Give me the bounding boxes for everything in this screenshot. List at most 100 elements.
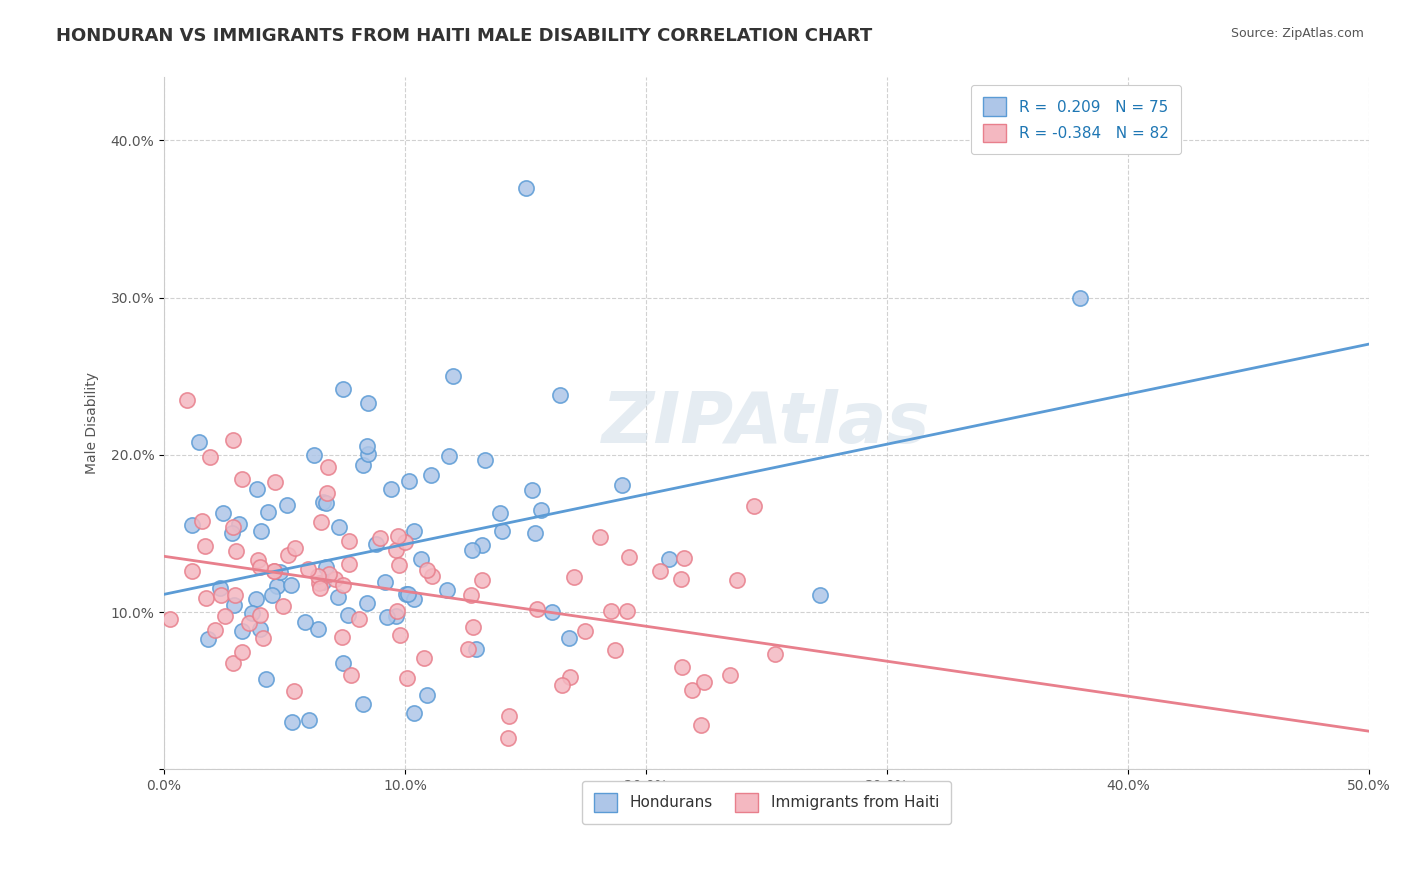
Point xyxy=(441,369,464,384)
Point xyxy=(352,697,374,711)
Point xyxy=(294,615,316,630)
Point xyxy=(194,540,217,554)
Point xyxy=(283,684,305,698)
Point xyxy=(744,499,766,513)
Point xyxy=(332,382,354,396)
Point xyxy=(541,605,564,619)
Point xyxy=(256,505,278,519)
Point xyxy=(273,599,295,613)
Point xyxy=(330,630,353,644)
Point xyxy=(247,553,270,567)
Point xyxy=(658,552,681,566)
Point xyxy=(209,589,232,603)
Point xyxy=(312,574,335,589)
Point xyxy=(515,180,537,194)
Point xyxy=(671,660,693,674)
Point xyxy=(309,581,332,595)
Point xyxy=(191,514,214,528)
Text: HONDURAN VS IMMIGRANTS FROM HAITI MALE DISABILITY CORRELATION CHART: HONDURAN VS IMMIGRANTS FROM HAITI MALE D… xyxy=(56,27,873,45)
Point xyxy=(208,581,231,595)
Point xyxy=(326,590,349,604)
Point xyxy=(228,517,250,532)
Point xyxy=(460,589,482,603)
Point xyxy=(249,559,271,574)
Point xyxy=(347,612,370,626)
Point xyxy=(690,718,713,732)
Point xyxy=(356,439,378,453)
Point xyxy=(669,572,692,586)
Point xyxy=(262,588,284,602)
Point xyxy=(420,568,443,582)
Point xyxy=(763,648,786,662)
Point xyxy=(224,588,246,602)
Point xyxy=(252,631,274,645)
Point xyxy=(551,678,574,692)
Point xyxy=(619,549,641,564)
Point xyxy=(276,499,298,513)
Point xyxy=(221,526,243,541)
Point xyxy=(387,604,409,618)
Point xyxy=(204,624,226,638)
Point xyxy=(318,567,340,582)
Point xyxy=(612,478,634,492)
Point xyxy=(222,598,245,612)
Point xyxy=(263,564,285,578)
Point xyxy=(356,596,378,610)
Point xyxy=(603,643,626,657)
Point xyxy=(357,396,380,410)
Point xyxy=(398,474,420,488)
Point xyxy=(648,564,671,578)
Point xyxy=(245,592,267,607)
Point xyxy=(465,641,488,656)
Point xyxy=(385,542,408,557)
Point xyxy=(471,538,494,552)
Point xyxy=(339,668,361,682)
Point xyxy=(187,435,209,450)
Legend: Hondurans, Immigrants from Haiti: Hondurans, Immigrants from Haiti xyxy=(582,780,952,824)
Point xyxy=(419,467,441,482)
Point xyxy=(409,552,432,566)
Text: Source: ZipAtlas.com: Source: ZipAtlas.com xyxy=(1230,27,1364,40)
Point xyxy=(307,622,329,636)
Point xyxy=(488,507,510,521)
Point xyxy=(280,577,302,591)
Point xyxy=(457,642,479,657)
Point xyxy=(312,495,335,509)
Point xyxy=(332,578,354,592)
Point xyxy=(332,656,354,670)
Point xyxy=(557,631,579,645)
Point xyxy=(328,520,350,534)
Point xyxy=(523,525,546,540)
Point xyxy=(368,531,391,545)
Point xyxy=(337,557,360,571)
Point xyxy=(315,560,337,574)
Point xyxy=(560,670,582,684)
Point xyxy=(394,534,416,549)
Point xyxy=(297,562,319,576)
Point xyxy=(416,563,439,577)
Point xyxy=(231,645,253,659)
Point xyxy=(269,566,291,580)
Point xyxy=(352,458,374,472)
Point xyxy=(238,615,260,630)
Point xyxy=(725,573,748,587)
Point xyxy=(316,486,339,500)
Point xyxy=(374,574,396,589)
Point xyxy=(562,570,585,584)
Point xyxy=(231,624,253,638)
Point xyxy=(159,612,181,626)
Point xyxy=(589,529,612,543)
Point xyxy=(311,515,333,529)
Point xyxy=(364,537,387,551)
Point xyxy=(197,632,219,647)
Point xyxy=(673,551,696,566)
Point xyxy=(385,609,408,624)
Point xyxy=(416,688,439,702)
Point xyxy=(281,715,304,730)
Point xyxy=(550,388,572,402)
Point xyxy=(181,517,204,532)
Point xyxy=(395,587,418,601)
Point xyxy=(277,549,299,563)
Point xyxy=(316,460,339,475)
Point xyxy=(246,482,269,496)
